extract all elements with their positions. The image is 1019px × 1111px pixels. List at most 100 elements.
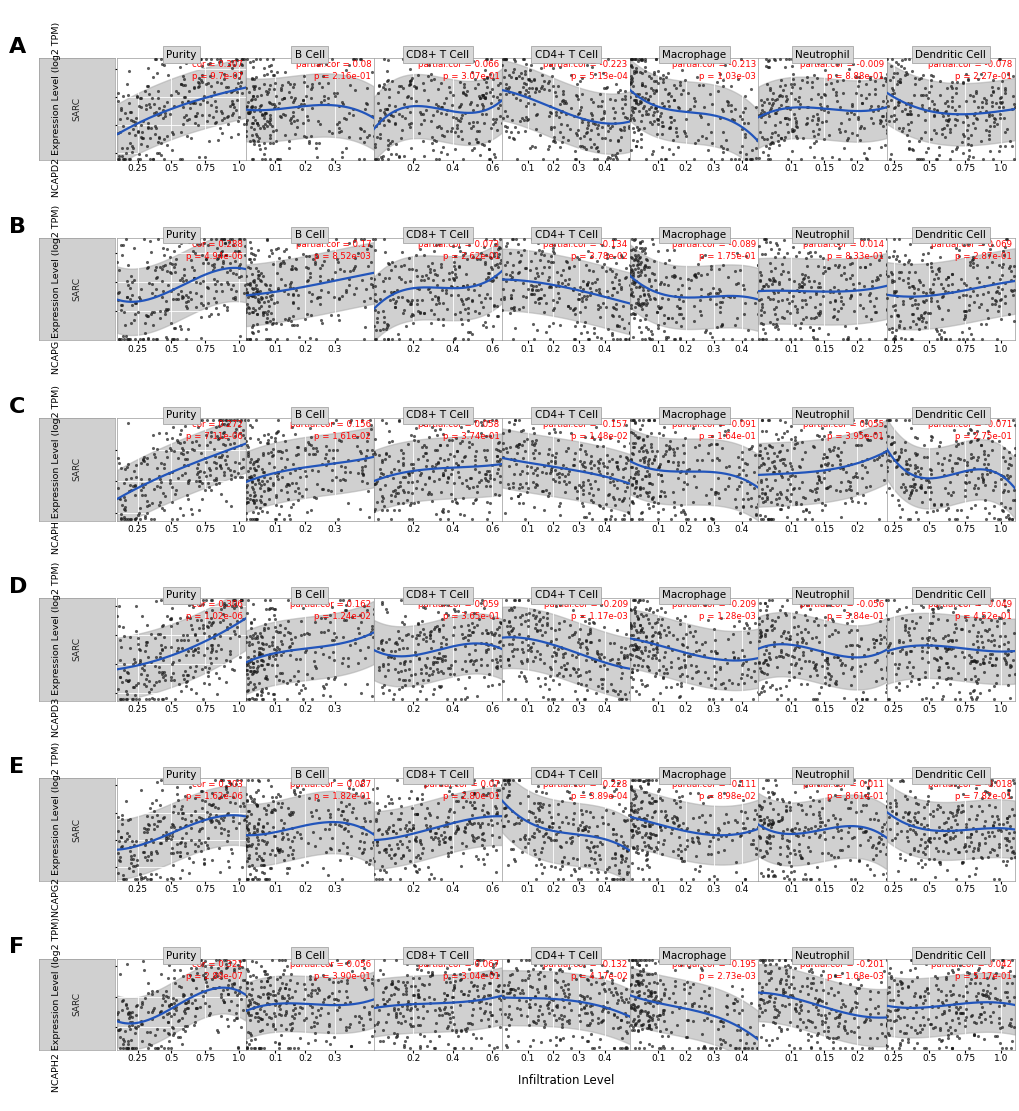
Point xyxy=(213,484,229,502)
Point xyxy=(699,116,715,133)
Point xyxy=(931,599,948,617)
Point xyxy=(734,450,750,468)
Point xyxy=(219,620,235,638)
Point xyxy=(497,122,514,140)
Point xyxy=(662,88,679,106)
Point xyxy=(887,327,903,344)
Title: Macrophage: Macrophage xyxy=(661,230,726,240)
Point xyxy=(891,263,907,281)
Point xyxy=(541,1004,557,1022)
Point xyxy=(308,330,324,348)
Point xyxy=(786,76,802,93)
Point xyxy=(143,1023,159,1041)
Point xyxy=(893,440,909,458)
Point xyxy=(465,52,481,70)
Point xyxy=(146,815,162,833)
Point xyxy=(482,466,498,483)
Point xyxy=(937,970,954,988)
Point xyxy=(175,71,192,89)
Point xyxy=(750,684,766,702)
Point xyxy=(565,659,581,677)
Point xyxy=(310,288,326,306)
Point xyxy=(270,442,286,460)
Point xyxy=(385,283,401,301)
Point xyxy=(891,93,907,111)
Point xyxy=(135,952,151,970)
Point xyxy=(551,58,568,76)
Point xyxy=(625,1010,641,1028)
Point xyxy=(464,774,480,792)
Point xyxy=(574,481,590,499)
Point xyxy=(182,812,199,830)
Point xyxy=(797,951,813,969)
Point xyxy=(630,442,646,460)
Point xyxy=(193,71,209,89)
Point xyxy=(811,457,827,474)
Point xyxy=(479,462,495,480)
Point xyxy=(956,835,972,853)
Point xyxy=(237,478,254,496)
Point xyxy=(768,1001,785,1019)
Point xyxy=(783,57,799,74)
Point xyxy=(422,71,438,89)
Point xyxy=(917,955,933,973)
Point xyxy=(618,841,634,859)
Point xyxy=(126,871,143,889)
Point xyxy=(813,843,829,861)
Point xyxy=(581,130,597,148)
Point xyxy=(356,230,372,248)
Point xyxy=(935,94,952,112)
Point xyxy=(531,771,547,789)
Point xyxy=(494,440,511,458)
Point xyxy=(183,680,200,698)
Point xyxy=(964,839,980,857)
Point xyxy=(258,284,274,302)
Point xyxy=(446,812,463,830)
Point xyxy=(653,117,669,134)
Point xyxy=(917,143,933,161)
Point xyxy=(131,655,148,673)
Point xyxy=(825,413,842,431)
Point xyxy=(802,1012,818,1030)
Point xyxy=(964,282,980,300)
Point xyxy=(380,422,396,440)
Point xyxy=(807,609,823,627)
Point xyxy=(756,244,772,262)
Point xyxy=(690,997,706,1014)
Point xyxy=(631,591,647,609)
Point xyxy=(528,812,544,830)
Point xyxy=(962,688,978,705)
Point xyxy=(886,330,902,348)
Point xyxy=(923,614,940,632)
Point xyxy=(408,79,424,97)
Point xyxy=(156,459,172,477)
Point xyxy=(1005,807,1019,824)
Point xyxy=(438,458,454,476)
Point xyxy=(412,1025,428,1043)
Point xyxy=(624,821,640,839)
Point xyxy=(699,788,715,805)
Point xyxy=(504,980,521,998)
Point xyxy=(574,821,590,839)
Point xyxy=(233,958,250,975)
Point xyxy=(964,449,980,467)
Point xyxy=(941,982,957,1000)
Point xyxy=(776,798,793,815)
Point xyxy=(893,122,909,140)
Point xyxy=(856,1012,872,1030)
Point xyxy=(953,620,969,638)
Point xyxy=(187,999,204,1017)
Point xyxy=(440,1035,457,1053)
Point xyxy=(877,784,894,802)
Point xyxy=(954,144,970,162)
Point xyxy=(245,78,261,96)
Point xyxy=(871,625,888,643)
Point xyxy=(639,454,655,472)
Point xyxy=(485,958,501,975)
Point xyxy=(238,300,255,318)
Point xyxy=(777,678,794,695)
Point xyxy=(148,791,164,809)
Point xyxy=(987,116,1004,133)
Point xyxy=(810,805,826,823)
Point xyxy=(271,641,287,659)
